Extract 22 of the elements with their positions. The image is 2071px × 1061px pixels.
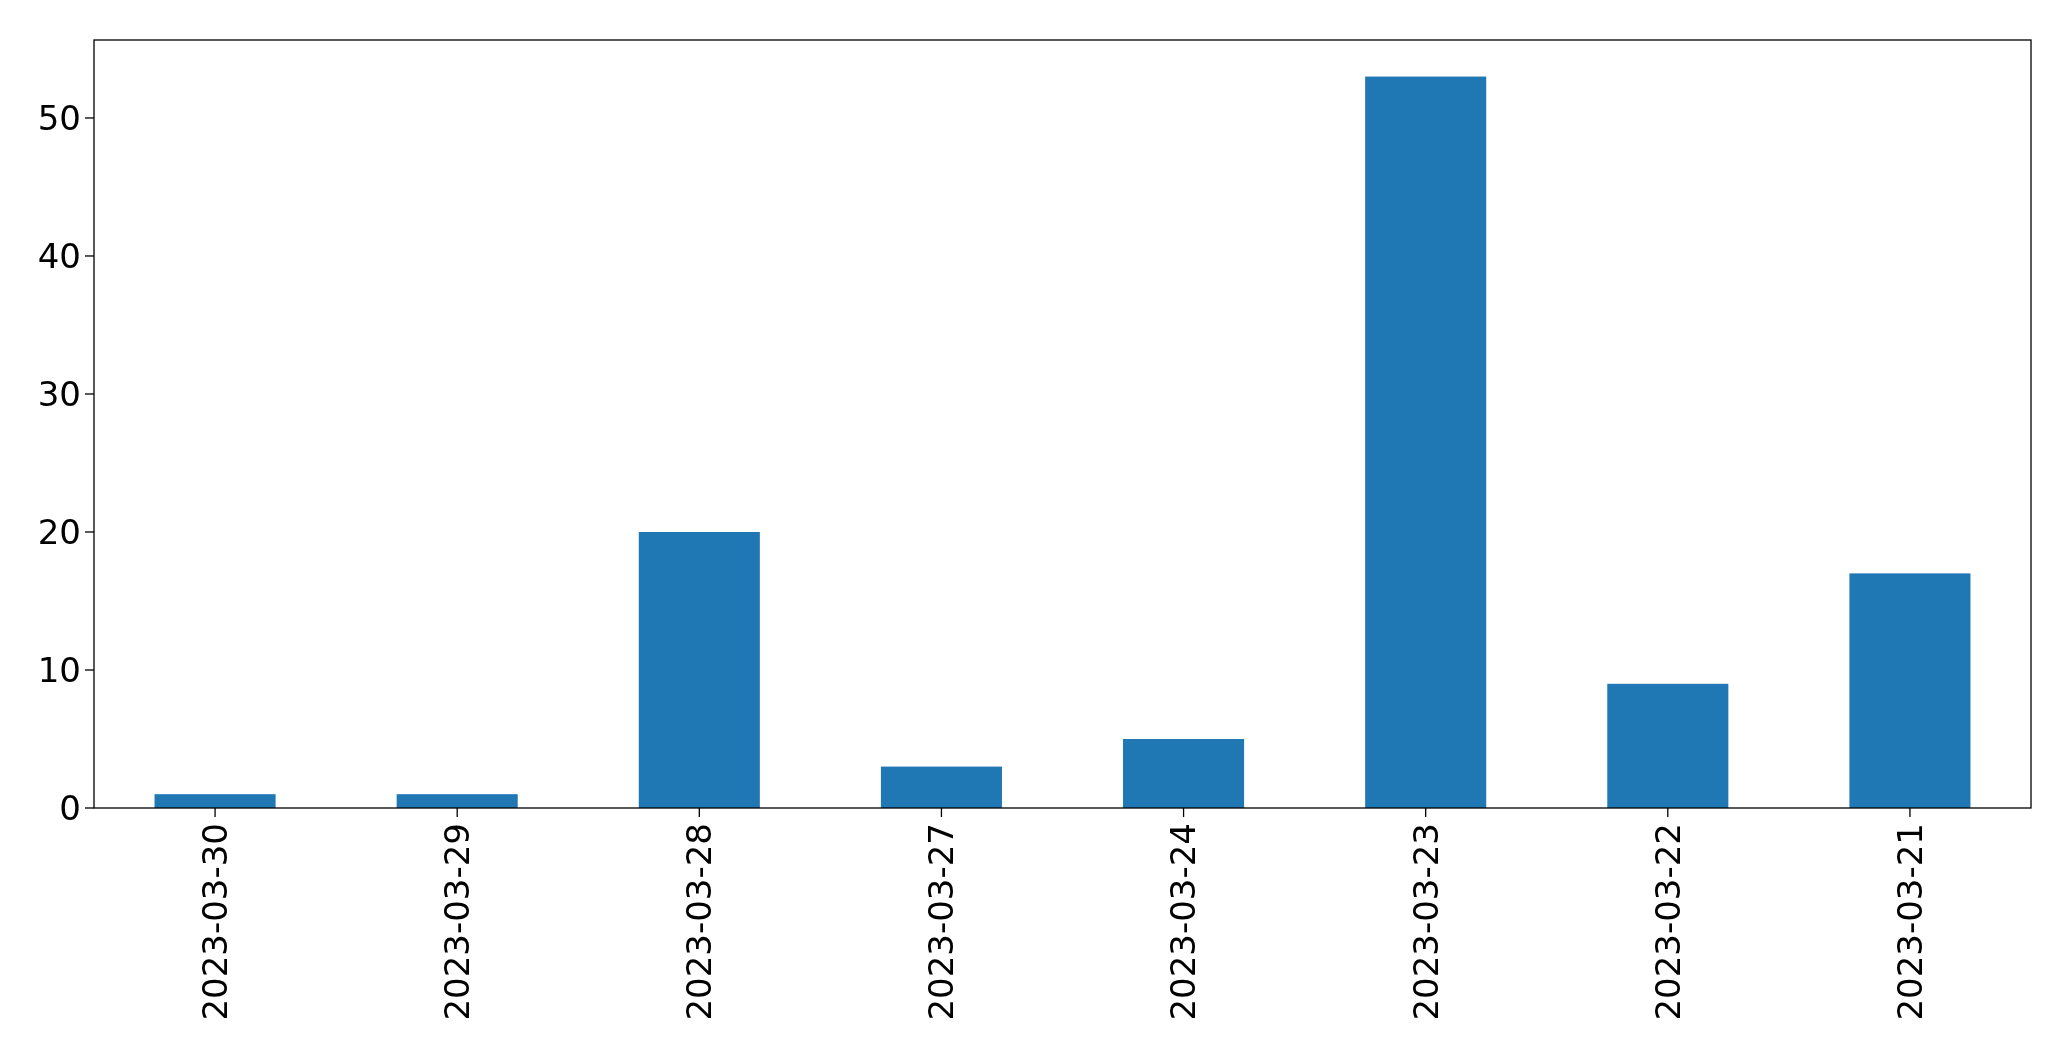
x-tick-label: 2023-03-21 — [1889, 823, 1930, 1021]
x-tick-label: 2023-03-24 — [1163, 823, 1204, 1021]
bar — [1607, 683, 1729, 808]
bar — [1123, 739, 1245, 808]
bar — [1365, 76, 1487, 808]
y-tick-label: 30 — [37, 373, 81, 414]
x-tick-label: 2023-03-27 — [921, 823, 962, 1021]
y-tick-label: 40 — [37, 235, 81, 276]
x-tick-label: 2023-03-29 — [437, 823, 478, 1021]
x-tick-label: 2023-03-22 — [1647, 823, 1688, 1021]
bar — [396, 794, 518, 808]
bar — [1849, 573, 1971, 808]
bar — [638, 531, 760, 808]
y-tick-label: 50 — [37, 97, 81, 138]
x-tick-label: 2023-03-23 — [1405, 823, 1446, 1021]
y-tick-label: 20 — [37, 511, 81, 552]
bar — [154, 794, 276, 808]
y-tick-label: 10 — [37, 649, 81, 690]
x-tick-label: 2023-03-28 — [679, 823, 720, 1021]
y-tick-label: 0 — [59, 787, 81, 828]
bar — [880, 766, 1002, 808]
x-tick-label: 2023-03-30 — [194, 823, 235, 1021]
